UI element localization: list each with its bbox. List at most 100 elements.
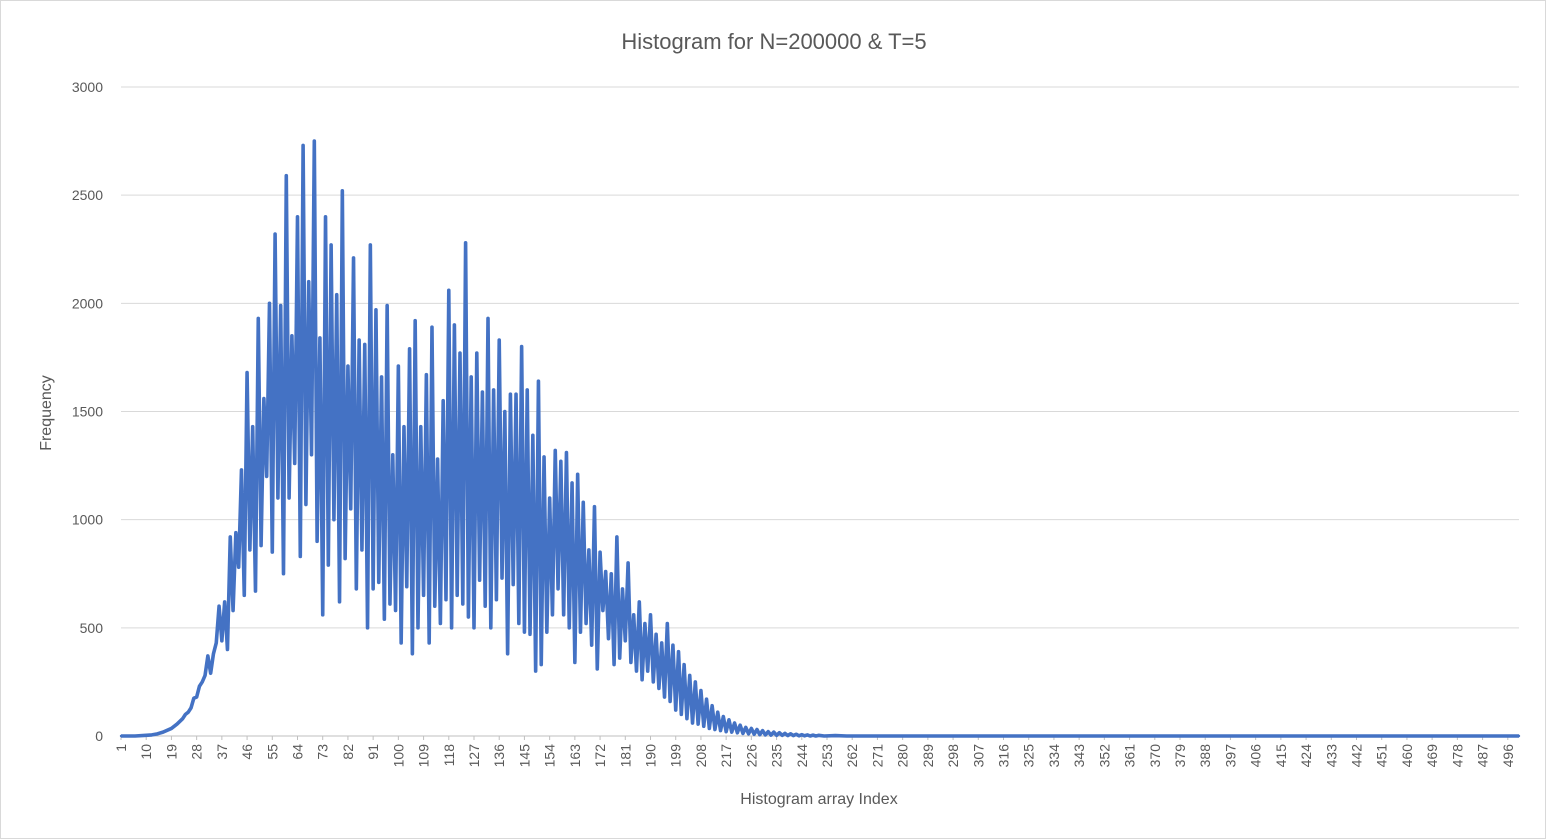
data-point: [646, 669, 649, 673]
data-point: [556, 587, 560, 591]
data-point: [290, 334, 294, 337]
data-point: [1237, 734, 1241, 738]
data-point: [495, 598, 498, 601]
data-point: [688, 674, 691, 677]
data-point: [702, 725, 705, 728]
x-tick-label: 442: [1349, 744, 1365, 768]
data-point: [433, 605, 436, 608]
data-point: [800, 733, 803, 736]
x-tick-label: 172: [592, 744, 608, 768]
x-tick-label: 235: [769, 744, 785, 768]
data-point: [660, 641, 663, 645]
data-point: [318, 336, 322, 340]
data-point: [231, 609, 235, 612]
data-point: [161, 730, 165, 734]
x-tick-label: 325: [1021, 744, 1037, 768]
data-point: [366, 626, 369, 630]
data-point: [212, 652, 215, 655]
data-point: [441, 399, 445, 402]
data-point: [624, 639, 627, 643]
data-point: [394, 609, 397, 612]
data-point: [343, 557, 347, 560]
data-point: [341, 189, 344, 193]
data-point: [484, 605, 487, 608]
data-point: [402, 425, 406, 428]
data-point: [273, 232, 277, 236]
data-point: [198, 685, 201, 688]
data-point: [638, 600, 641, 604]
data-point: [654, 633, 658, 636]
x-tick-label: 109: [416, 744, 432, 768]
data-point: [187, 711, 190, 714]
data-point: [699, 689, 703, 692]
data-point: [363, 343, 366, 346]
data-point: [265, 475, 268, 478]
data-point: [416, 626, 420, 630]
data-point: [492, 388, 495, 392]
data-point: [472, 626, 476, 630]
data-point: [657, 687, 661, 690]
data-point: [489, 626, 493, 630]
data-point: [240, 468, 243, 472]
data-point: [752, 733, 756, 736]
data-point: [405, 585, 408, 588]
data-point: [262, 397, 266, 400]
x-tick-label: 208: [693, 744, 709, 768]
data-point: [708, 727, 711, 730]
x-tick-label: 334: [1046, 744, 1062, 768]
data-point: [321, 613, 324, 617]
data-point: [668, 700, 672, 703]
data-point: [590, 643, 593, 647]
x-tick-label: 433: [1323, 744, 1339, 768]
data-point: [248, 548, 252, 552]
data-point: [772, 730, 775, 734]
data-point: [419, 425, 422, 428]
data-point: [464, 241, 467, 244]
data-point: [730, 730, 733, 734]
data-point: [481, 390, 484, 394]
x-tick-label: 163: [567, 744, 583, 768]
data-point: [245, 371, 249, 374]
data-point: [223, 600, 226, 604]
data-point: [792, 734, 795, 737]
data-point: [593, 505, 596, 508]
data-point: [523, 630, 526, 634]
data-point: [304, 503, 308, 506]
x-tick-label: 226: [743, 744, 759, 768]
data-point: [744, 726, 747, 729]
data-point: [338, 600, 341, 604]
data-point: [783, 732, 787, 735]
data-point: [145, 734, 148, 737]
data-point: [719, 729, 722, 732]
data-point: [520, 345, 523, 348]
x-tick-label: 469: [1424, 744, 1440, 768]
data-point: [537, 380, 540, 383]
data-point: [444, 598, 448, 601]
data-point: [430, 325, 434, 329]
y-tick-label: 1000: [72, 512, 103, 528]
data-point: [436, 457, 439, 461]
data-point: [649, 613, 652, 617]
data-point: [447, 289, 450, 292]
data-point: [377, 581, 380, 584]
data-point: [355, 587, 358, 591]
data-point: [470, 375, 473, 379]
data-point: [220, 639, 224, 643]
data-point: [301, 144, 305, 147]
data-point: [399, 641, 403, 645]
y-tick-label: 3000: [72, 79, 103, 95]
data-point: [559, 460, 563, 463]
data-point: [332, 518, 336, 521]
x-tick-label: 73: [315, 744, 331, 760]
x-tick-label: 343: [1071, 744, 1087, 768]
y-tick-label: 500: [80, 620, 104, 636]
data-point: [607, 637, 610, 640]
x-tick-label: 316: [996, 744, 1012, 768]
data-point: [119, 734, 123, 738]
data-point: [582, 501, 585, 504]
data-point: [565, 451, 568, 454]
data-point: [764, 733, 767, 737]
x-tick-label: 406: [1248, 744, 1264, 768]
x-tick-label: 190: [643, 744, 659, 768]
data-point: [724, 730, 728, 733]
